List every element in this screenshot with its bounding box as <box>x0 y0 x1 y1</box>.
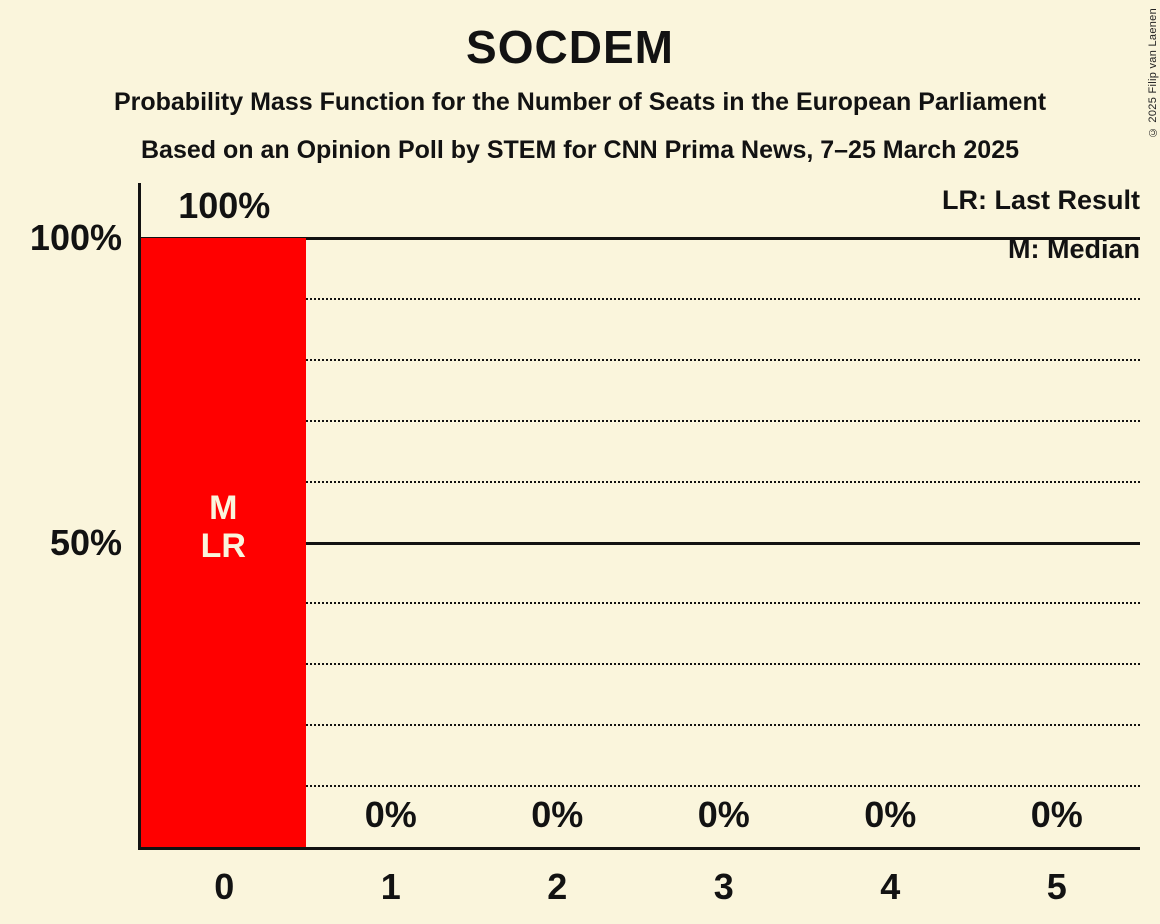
copyright-text: © 2025 Filip van Laenen <box>1147 8 1159 139</box>
bar-annotation: M LR <box>141 489 306 565</box>
bar-column-1: 0% 1 <box>308 238 475 907</box>
bar-column-5: 0% 5 <box>974 238 1141 907</box>
gridline-30 <box>141 663 1140 666</box>
x-axis-line <box>138 847 1140 850</box>
y-axis-label-50: 50% <box>49 521 122 563</box>
bar-seats-0: M LR <box>141 238 306 847</box>
median-marker: M <box>209 489 238 528</box>
y-axis-label-100: 100% <box>29 217 122 258</box>
bar-value-label: 0% <box>697 794 750 835</box>
gridline-50 <box>141 541 1140 545</box>
gridline-90 <box>141 297 1140 300</box>
bar-value-label: 0% <box>531 794 584 835</box>
gridline-20 <box>141 724 1140 727</box>
last-result-marker: LR <box>200 527 246 566</box>
bar-column-3: 0% 3 <box>641 238 808 907</box>
x-tick-label-1: 1 <box>380 866 401 907</box>
gridline-80 <box>141 358 1140 361</box>
bar-column-4: 0% 4 <box>807 238 974 907</box>
legend-last-result: LR: Last Result <box>941 185 1140 215</box>
bar-value-label: 0% <box>364 794 417 835</box>
plot-area: 100% M LR 0 0% 1 0% 2 0% 3 0% 4 0% 5 <box>141 186 1141 907</box>
gridline-10 <box>141 785 1140 788</box>
bar-value-label: 0% <box>1030 794 1083 835</box>
gridline-100 <box>141 237 1140 240</box>
gridline-70 <box>141 419 1140 422</box>
x-tick-label-3: 3 <box>713 866 734 907</box>
bar-column-2: 0% 2 <box>474 238 641 907</box>
x-tick-label-0: 0 <box>214 866 235 907</box>
y-axis-line <box>138 183 141 850</box>
bar-value-label: 100% <box>178 185 271 226</box>
chart-title: SOCDEM <box>466 21 674 73</box>
bar-column-0: 100% M LR 0 <box>141 186 308 907</box>
bar-value-label: 0% <box>864 794 917 835</box>
gridline-40 <box>141 602 1140 605</box>
chart-source-line: Based on an Opinion Poll by STEM for CNN… <box>140 136 1019 164</box>
x-tick-label-5: 5 <box>1046 866 1067 907</box>
x-tick-label-2: 2 <box>547 866 568 907</box>
gridline-60 <box>141 480 1140 483</box>
chart-subtitle: Probability Mass Function for the Number… <box>113 88 1047 116</box>
x-tick-label-4: 4 <box>880 866 901 907</box>
